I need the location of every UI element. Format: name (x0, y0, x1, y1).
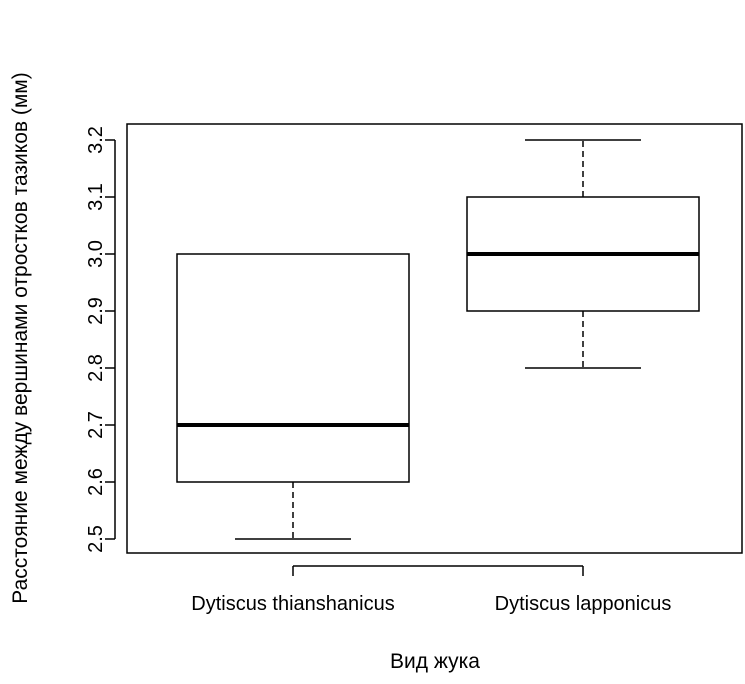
x-axis-title: Вид жука (390, 650, 480, 673)
x-tick-label: Dytiscus thianshanicus (191, 593, 394, 615)
y-tick-label: 2.9 (85, 297, 107, 325)
y-tick-label: 3.0 (85, 240, 107, 268)
x-tick-label: Dytiscus lapponicus (495, 593, 672, 615)
y-tick-label: 2.7 (85, 411, 107, 439)
boxes-layer (176, 139, 700, 540)
plot-frame (126, 123, 743, 554)
y-axis-title: Расстояние между вершинами отростков таз… (9, 72, 32, 603)
y-axis: 2.5 2.6 2.7 2.8 2.9 3.0 3.1 3.2 (85, 126, 116, 553)
y-tick-label: 2.6 (85, 468, 107, 496)
x-axis: Dytiscus thianshanicus Dytiscus lapponicu… (191, 565, 672, 615)
box-iqr (176, 253, 410, 483)
box-group (466, 139, 700, 369)
box-group (176, 253, 410, 540)
y-tick-label: 3.2 (85, 126, 107, 154)
y-tick-label: 3.1 (85, 183, 107, 211)
y-tick-label: 2.8 (85, 354, 107, 382)
y-tick-label: 2.5 (85, 525, 107, 553)
